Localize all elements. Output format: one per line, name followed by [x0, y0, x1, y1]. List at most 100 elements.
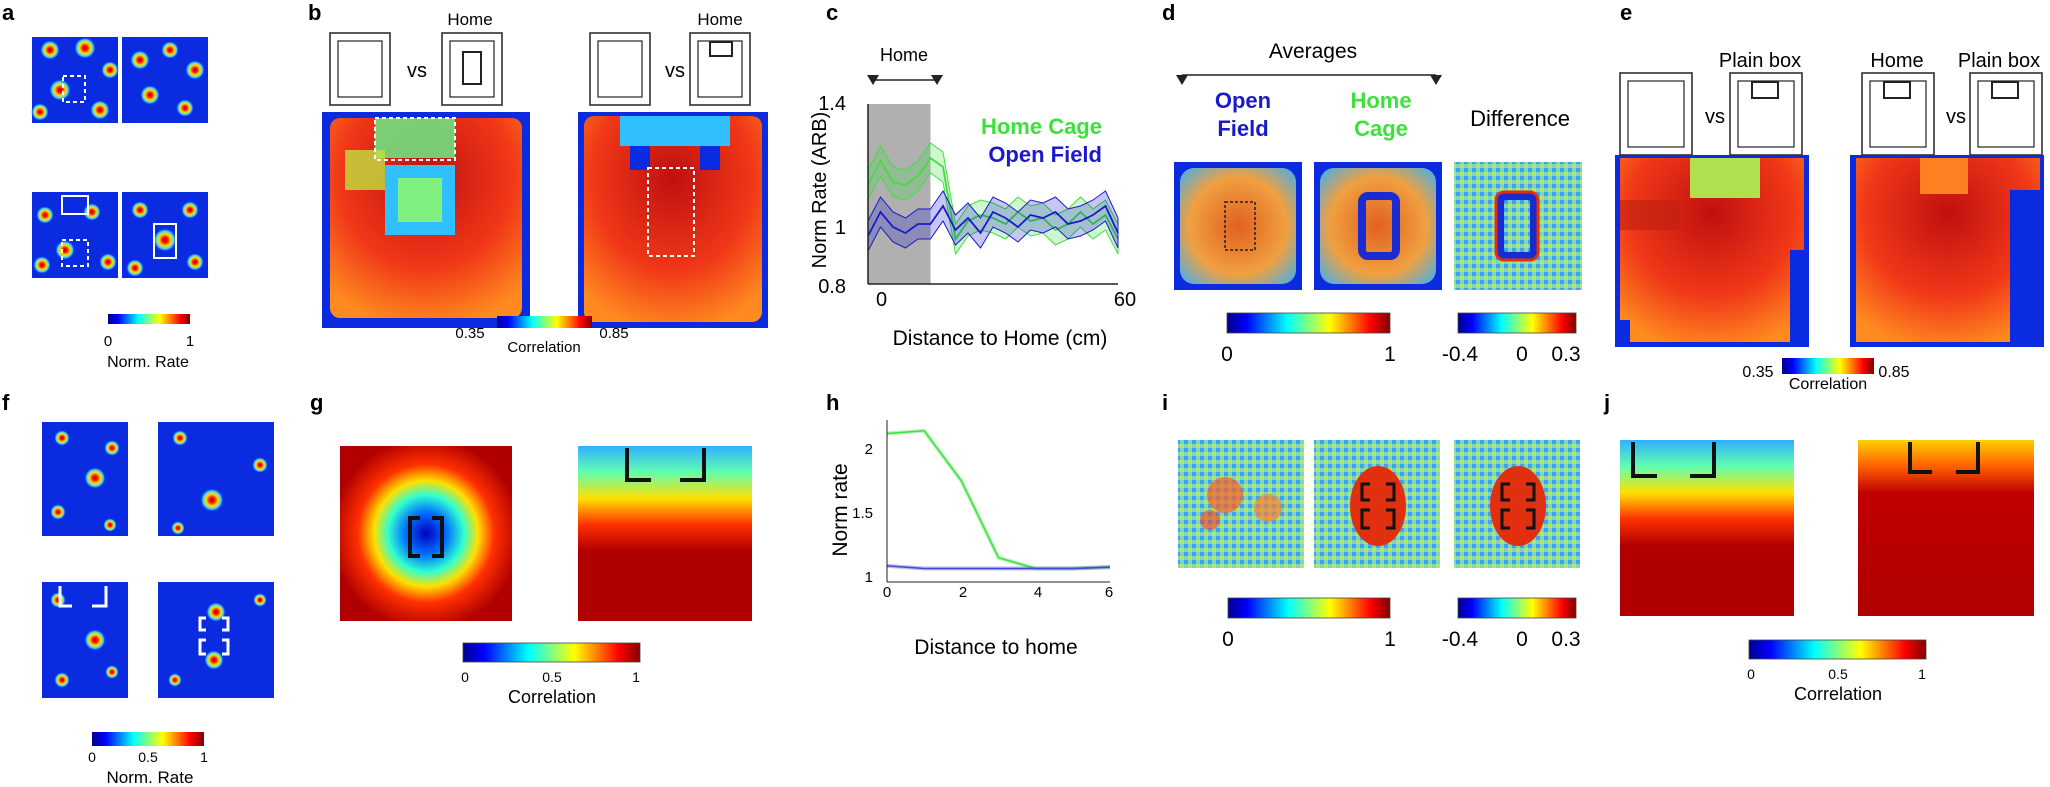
- colorbar-f: 0 0.5 1 Norm. Rate: [88, 732, 208, 787]
- map-i2: [1314, 440, 1440, 568]
- cb-d2-mid: 0: [1516, 343, 1528, 366]
- cb-d2-min: -0.4: [1442, 343, 1479, 366]
- corrmap-j2: [1858, 440, 2034, 616]
- c-series-line-1: [867, 204, 1119, 237]
- cb-f-min: 0: [88, 749, 96, 765]
- c-tick-y-08: 0.8: [818, 276, 846, 298]
- cb-b-max: 0.85: [599, 325, 628, 342]
- panel-letter-d: d: [1162, 0, 1175, 25]
- cb-d1-min: 0: [1221, 343, 1233, 366]
- colorbar-j: 0 0.5 1 Correlation: [1747, 639, 1927, 704]
- colorbar-i2: -0.4 0 0.3: [1442, 597, 1581, 651]
- cb-d2-max: 0.3: [1551, 343, 1580, 366]
- c-tick-x-0: 0: [876, 289, 887, 311]
- panel-letter-h: h: [826, 390, 839, 415]
- plain-box-label-2: Plain box: [1958, 50, 2040, 72]
- avgmap-home-cage: [1314, 162, 1442, 290]
- colorbar-e: 0.35 0.85 Correlation: [1742, 358, 1910, 393]
- panel-e: e Plain box Home Plain box vs vs: [1615, 0, 2044, 393]
- c-ylabel: Norm Rate (ARB): [809, 112, 831, 269]
- colorbar-g: 0 0.5 1 Correlation: [461, 642, 641, 707]
- cb-a-label: Norm. Rate: [107, 354, 189, 371]
- c-series-line-0: [867, 156, 1119, 242]
- corrmap-g1: [340, 446, 512, 621]
- cb-i1-max: 1: [1384, 628, 1396, 651]
- home-label-e: Home: [1870, 50, 1923, 72]
- cb-e-min: 0.35: [1742, 364, 1773, 381]
- cb-g-mid: 0.5: [542, 669, 562, 685]
- box-icon-e4: [1969, 72, 2043, 156]
- c-tick-y-1: 1: [835, 217, 846, 239]
- cb-g-label: Correlation: [508, 687, 596, 707]
- panel-letter-f: f: [2, 390, 10, 415]
- ratemap-f2: [158, 422, 274, 536]
- h-xlabel: Distance to home: [914, 636, 1077, 659]
- c-xlabel: Distance to Home (cm): [893, 327, 1108, 350]
- colorbar-d2: -0.4 0 0.3: [1442, 312, 1581, 366]
- open-field-label-2: Field: [1217, 116, 1268, 141]
- difference-label: Difference: [1470, 106, 1570, 131]
- vs-b1: vs: [407, 60, 427, 82]
- cb-f-mid: 0.5: [138, 749, 158, 765]
- corrmap-b1: [322, 112, 530, 328]
- ratemap-a3: [32, 192, 118, 278]
- box-icon-e2: [1729, 72, 1803, 156]
- box-icon-b3: [589, 32, 651, 106]
- h-tick-y-1: 1: [865, 569, 873, 586]
- cb-i2-mid: 0: [1516, 628, 1528, 651]
- vs-b2: vs: [665, 60, 685, 82]
- home-cage-label-1: Home: [1350, 88, 1411, 113]
- box-icon-b4: [689, 32, 751, 106]
- cb-a-max: 1: [186, 333, 194, 350]
- panel-j: j 0 0.5 1 Correlation: [1603, 390, 2034, 704]
- plain-box-label-1: Plain box: [1719, 50, 1801, 72]
- panel-letter-g: g: [310, 390, 323, 415]
- cb-b-label: Correlation: [507, 339, 580, 356]
- open-field-label-1: Open: [1215, 88, 1271, 113]
- cb-f-label: Norm. Rate: [107, 768, 194, 787]
- corrmap-j1: [1620, 440, 1794, 616]
- cb-g-min: 0: [461, 669, 469, 685]
- panel-c: c Home 0 60 0.8 1 1.4 Distance to Home (…: [809, 0, 1136, 350]
- box-icon-e3: [1861, 72, 1935, 156]
- home-cage-label-2: Cage: [1354, 116, 1408, 141]
- h-ylabel: Norm rate: [829, 463, 852, 556]
- h-tick-x-6: 6: [1105, 584, 1113, 601]
- cb-j-max: 1: [1918, 666, 1926, 682]
- ratemap-f4: [158, 582, 274, 698]
- cb-e-label: Correlation: [1789, 376, 1867, 393]
- ratemap-a2: [122, 37, 208, 123]
- box-icon-b1: [329, 32, 391, 106]
- panel-b: b vs Home vs Ho: [308, 0, 768, 356]
- h-tick-x-0: 0: [883, 584, 891, 601]
- panel-h: h 0 2 4 6 1 1.5 2 Distance to home Norm …: [826, 390, 1113, 659]
- panel-g: g 0 0.5 1 Correlation: [310, 390, 752, 707]
- cb-j-label: Correlation: [1794, 684, 1882, 704]
- panel-a: a: [2, 0, 208, 371]
- colorbar-b: 0.35 0.85 Correlation: [455, 316, 629, 356]
- panel-letter-e: e: [1620, 0, 1632, 25]
- cb-g-max: 1: [632, 669, 640, 685]
- home-bracket-c: [867, 75, 943, 85]
- map-i1: [1178, 440, 1304, 568]
- c-band-0: [867, 142, 1119, 256]
- cb-f-max: 1: [200, 749, 208, 765]
- cb-j-min: 0: [1747, 666, 1755, 682]
- map-i3: [1454, 440, 1580, 568]
- diffmap-d: [1454, 162, 1582, 290]
- h-tick-y-15: 1.5: [852, 505, 873, 522]
- cb-b-min: 0.35: [455, 325, 484, 342]
- c-tick-y-14: 1.4: [818, 93, 846, 115]
- cb-i2-min: -0.4: [1442, 628, 1479, 651]
- panel-letter-b: b: [308, 0, 321, 25]
- ratemap-a1: [31, 37, 119, 123]
- box-icon-e1: [1619, 72, 1693, 156]
- cb-d1-max: 1: [1384, 343, 1396, 366]
- panel-letter-c: c: [826, 0, 838, 25]
- h-tick-x-4: 4: [1034, 584, 1042, 601]
- avgmap-open-field: [1174, 162, 1302, 290]
- c-tick-x-60: 60: [1114, 289, 1136, 311]
- home-shaded-region: [868, 104, 931, 284]
- averages-label: Averages: [1269, 40, 1357, 63]
